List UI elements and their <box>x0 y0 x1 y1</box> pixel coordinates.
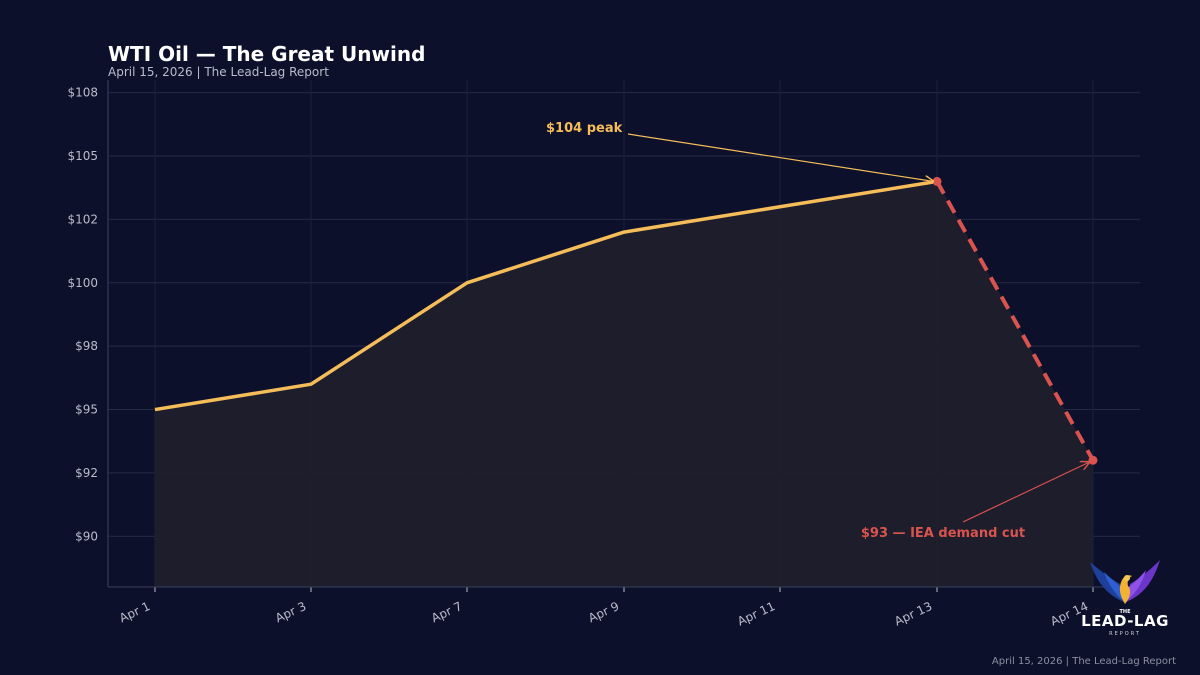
chart-subtitle: April 15, 2026 | The Lead-Lag Report <box>108 65 329 79</box>
price-area-fill <box>155 181 1093 587</box>
y-tick-label: $102 <box>67 212 98 226</box>
y-tick-label: $90 <box>75 529 98 543</box>
x-tick-label: Apr 1 <box>117 599 152 625</box>
x-tick-label: Apr 3 <box>273 599 308 625</box>
logo-the-text: THE <box>1119 609 1131 615</box>
x-tick-label: Apr 11 <box>735 599 777 629</box>
chart-title: WTI Oil — The Great Unwind <box>108 42 426 66</box>
low-annotation-label: $93 — IEA demand cut <box>861 526 1025 541</box>
logo-report-text: REPORT <box>1109 631 1141 637</box>
low-annotation-arrow <box>962 462 1089 523</box>
rise-series-line <box>154 179 938 412</box>
peak-marker <box>932 176 942 186</box>
y-tick-label: $108 <box>67 86 98 100</box>
y-tick-label: $98 <box>75 339 98 353</box>
y-tick-label: $100 <box>67 276 98 290</box>
phoenix-icon <box>1090 560 1160 604</box>
low-marker <box>1088 455 1098 465</box>
y-tick-label: $95 <box>75 403 98 417</box>
lead-lag-logo: THE LEAD-LAG REPORT <box>1080 556 1170 640</box>
x-tick-label: Apr 13 <box>892 599 934 629</box>
peak-annotation-label: $104 peak <box>546 121 623 136</box>
x-tick-label: Apr 9 <box>586 599 621 625</box>
logo-name-text: LEAD-LAG <box>1081 612 1169 630</box>
y-tick-label: $92 <box>75 466 98 480</box>
drop-series-line <box>935 180 1095 462</box>
y-tick-label: $105 <box>67 149 98 163</box>
footer-credit: April 15, 2026 | The Lead-Lag Report <box>991 656 1176 667</box>
x-tick-label: Apr 7 <box>429 599 464 625</box>
peak-annotation-arrow <box>627 133 933 181</box>
